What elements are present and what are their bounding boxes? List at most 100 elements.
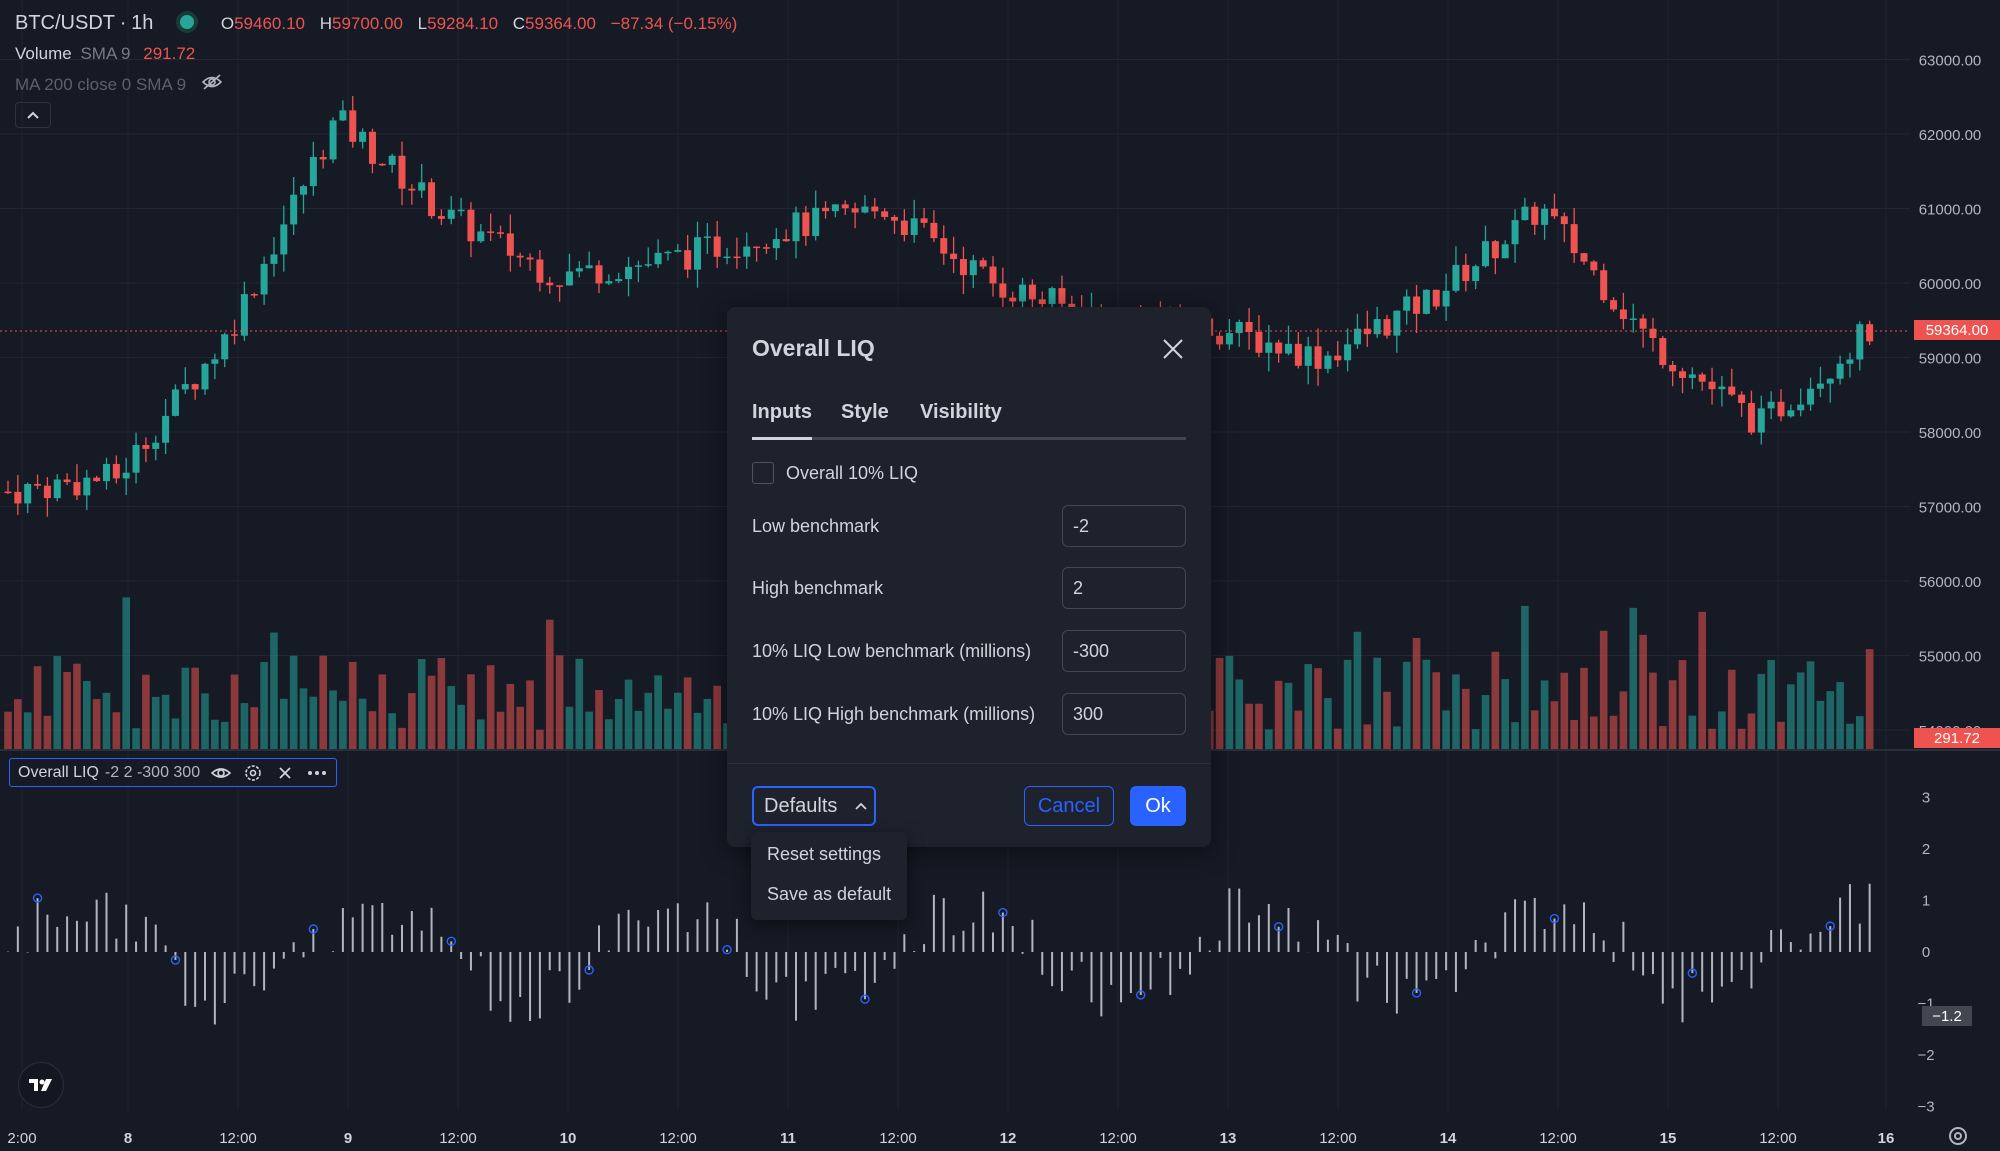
volume-bar xyxy=(1826,691,1835,750)
gear-icon[interactable] xyxy=(242,762,264,784)
volume-legend[interactable]: Volume SMA 9 291.72 xyxy=(15,44,195,64)
candle-body xyxy=(457,209,465,212)
tab-visibility[interactable]: Visibility xyxy=(920,401,1002,423)
volume-bar xyxy=(1865,649,1874,750)
candle-body xyxy=(959,259,967,276)
checkbox-row[interactable]: Overall 10% LIQ xyxy=(752,452,1186,494)
low-benchmark-input[interactable] xyxy=(1062,505,1186,547)
symbol-name[interactable]: BTC/USDT xyxy=(15,12,115,34)
candle-body xyxy=(713,236,721,257)
high-benchmark-input[interactable] xyxy=(1062,567,1186,609)
candle-body xyxy=(260,263,268,295)
volume-bar xyxy=(1649,672,1657,750)
collapse-legend-button[interactable] xyxy=(15,102,51,128)
dialog-close-button[interactable] xyxy=(1159,335,1187,363)
candle-body xyxy=(625,266,633,280)
candle-body xyxy=(999,283,1007,298)
candle-body xyxy=(1649,328,1657,339)
volume-bar xyxy=(614,699,623,750)
candle-body xyxy=(1048,288,1056,305)
candle-body xyxy=(1708,381,1716,390)
candle-body xyxy=(733,256,741,259)
ma-legend[interactable]: MA 200 close 0 SMA 9 xyxy=(15,74,223,95)
candle-body xyxy=(1807,388,1815,405)
volume-bar xyxy=(1540,680,1549,750)
candle-body xyxy=(1619,309,1627,320)
high-label: H xyxy=(319,14,333,33)
volume-bar xyxy=(1343,659,1352,750)
candle-body xyxy=(1324,355,1332,369)
volume-bar xyxy=(457,704,465,750)
candle-body xyxy=(290,194,298,225)
volume-bar xyxy=(1314,668,1322,750)
more-icon[interactable] xyxy=(306,762,328,784)
current-indicator-tag: −1.2 xyxy=(1922,1006,1972,1026)
candle-body xyxy=(447,209,455,219)
volume-bar xyxy=(545,619,554,750)
chevron-up-icon xyxy=(27,111,39,119)
tab-inputs[interactable]: Inputs xyxy=(752,401,812,423)
candle-body xyxy=(851,208,859,213)
candle-body xyxy=(1639,318,1647,329)
candle-body xyxy=(1353,328,1361,345)
time-axis-label: 15 xyxy=(1660,1130,1677,1147)
tradingview-logo[interactable] xyxy=(18,1062,64,1108)
settings-gear-icon[interactable] xyxy=(1949,1127,1967,1145)
eye-icon[interactable] xyxy=(210,762,232,784)
candle-body xyxy=(1028,284,1036,300)
liq-high-benchmark-input[interactable] xyxy=(1062,693,1186,735)
volume-bar xyxy=(43,715,52,750)
candle-body xyxy=(1688,374,1696,378)
volume-bar xyxy=(1471,729,1480,750)
candle-body xyxy=(634,265,642,267)
volume-bar xyxy=(1727,669,1736,750)
volume-bar xyxy=(181,667,190,750)
volume-bar xyxy=(496,711,505,750)
defaults-button[interactable]: Defaults xyxy=(752,786,876,826)
ok-button[interactable]: Ok xyxy=(1130,786,1186,826)
oscillator-marker xyxy=(1687,968,1698,978)
candle-body xyxy=(516,255,524,258)
candle-body xyxy=(565,271,573,286)
candle-body xyxy=(575,268,583,272)
volume-value: 291.72 xyxy=(143,44,196,63)
candle-body xyxy=(368,131,376,164)
tab-style[interactable]: Style xyxy=(841,401,889,423)
eye-hidden-icon[interactable] xyxy=(201,74,223,95)
candle-body xyxy=(162,415,170,443)
indicator-legend[interactable]: Overall LIQ -2 2 -300 300 xyxy=(9,758,338,787)
cancel-button[interactable]: Cancel xyxy=(1024,786,1114,826)
oscillator-marker xyxy=(308,924,319,934)
candle-body xyxy=(1068,303,1076,310)
volume-bar xyxy=(1796,672,1805,750)
field-row-liq-high: 10% LIQ High benchmark (millions) xyxy=(752,693,1186,735)
menu-item-save-as-default[interactable]: Save as default xyxy=(767,884,892,904)
liq-low-benchmark-input[interactable] xyxy=(1062,630,1186,672)
candle-body xyxy=(191,384,199,390)
volume-bar xyxy=(1383,691,1391,750)
volume-bar xyxy=(388,713,396,750)
candle-body xyxy=(378,163,386,166)
dialog-title: Overall LIQ xyxy=(752,335,875,361)
candle-body xyxy=(1235,321,1243,334)
candle-body xyxy=(1836,363,1844,379)
candle-body xyxy=(1038,299,1046,305)
indicator-axis-label: −3 xyxy=(1917,1099,1934,1116)
candle-body xyxy=(467,209,475,242)
indicator-axis-label: 1 xyxy=(1922,893,1930,910)
candle-body xyxy=(477,231,485,242)
interval[interactable]: 1h xyxy=(131,12,154,34)
candle-body xyxy=(585,265,593,269)
overall-10-liq-checkbox[interactable] xyxy=(752,462,774,484)
candle-body xyxy=(250,294,258,296)
field-label: High benchmark xyxy=(752,577,884,598)
oscillator-marker xyxy=(446,936,456,947)
indicator-axis-label: 2 xyxy=(1922,841,1930,858)
price-axis-label: 57000.00 xyxy=(1919,500,1982,517)
volume-bar xyxy=(378,674,387,750)
menu-item-reset-settings[interactable]: Reset settings xyxy=(767,844,882,864)
close-icon[interactable] xyxy=(274,762,296,784)
volume-bar xyxy=(1718,711,1726,750)
volume-bar xyxy=(1550,701,1559,750)
price-axis-label: 59000.00 xyxy=(1919,351,1982,368)
